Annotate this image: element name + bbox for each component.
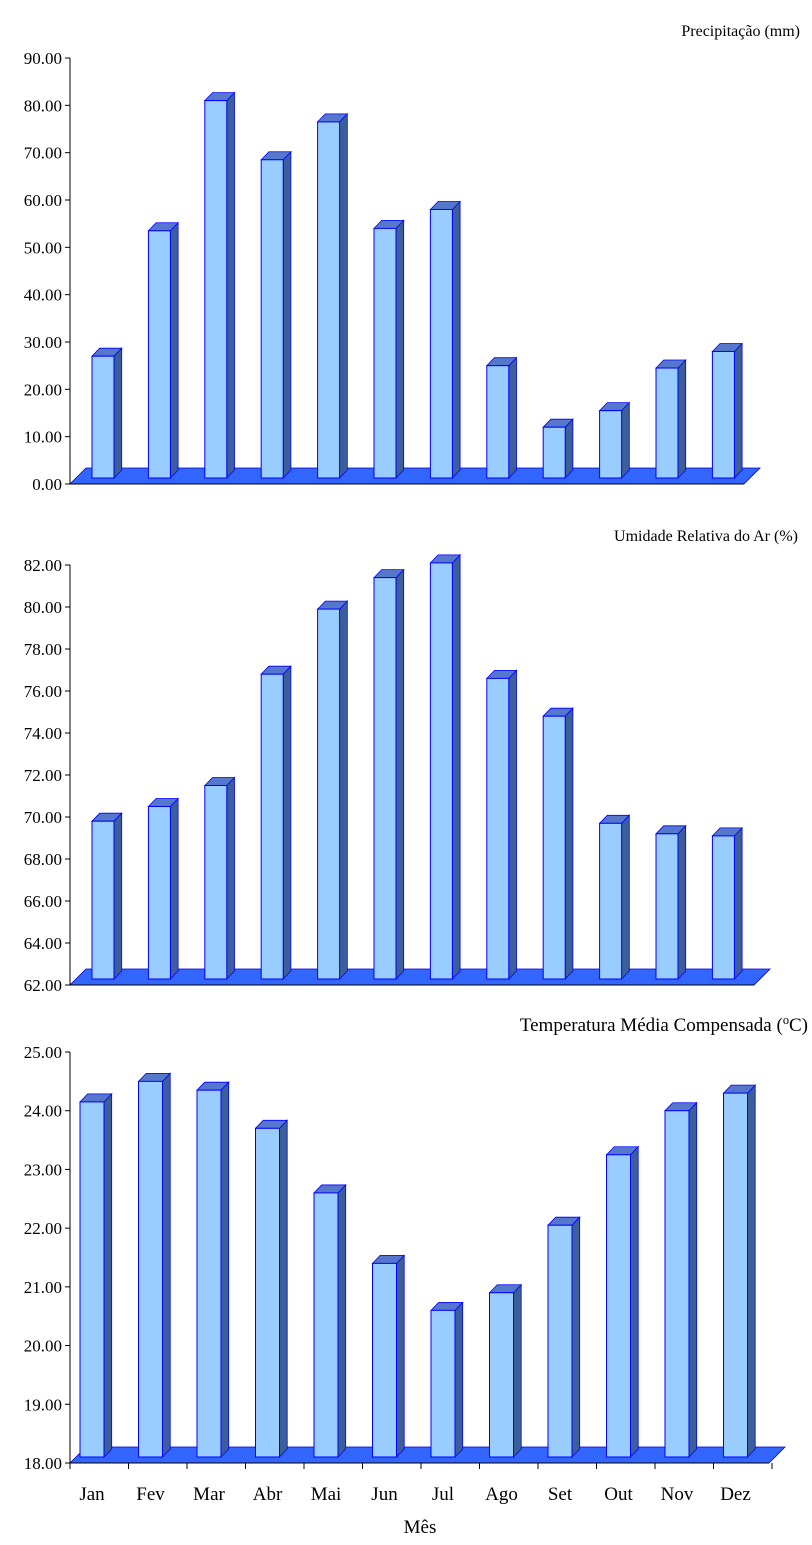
chart-title: Precipitação (mm) — [681, 23, 800, 40]
y-tick-label: 64.00 — [24, 934, 62, 953]
chart-panel-1: Precipitação (mm) 0.00 10.00 20.00 30.00 40.0… — [24, 23, 800, 494]
y-tick-label: 68.00 — [24, 850, 62, 869]
chart-title: Temperatura Média Compensada (oC) — [520, 1013, 808, 1036]
x-tick-label: Mar — [193, 1484, 225, 1505]
y-tick-label: 60.00 — [24, 191, 62, 210]
x-axis-label: Mês — [404, 1517, 437, 1538]
y-tick-label: 10.00 — [24, 428, 62, 447]
bar-jul — [429, 553, 462, 980]
y-tick-label: 25.00 — [24, 1043, 62, 1062]
y-tick-label: 80.00 — [24, 598, 62, 617]
bar-fev — [147, 797, 180, 980]
y-tick-label: 82.00 — [24, 556, 62, 575]
y-tick-label: 22.00 — [24, 1219, 62, 1238]
y-tick-label: 62.00 — [24, 976, 62, 995]
y-tick-label: 74.00 — [24, 724, 62, 743]
x-tick-label: Jun — [371, 1484, 398, 1505]
y-tick-label: 20.00 — [24, 1337, 62, 1356]
y-tick-label: 20.00 — [24, 380, 62, 399]
y-tick-label: 40.00 — [24, 286, 62, 305]
bar-abr — [260, 665, 292, 980]
bar-mai — [313, 1183, 347, 1458]
y-tick-label: 80.00 — [24, 96, 62, 115]
bar-nov — [655, 359, 687, 479]
bar-mar — [196, 1081, 230, 1458]
x-tick-label: Nov — [661, 1484, 694, 1505]
x-tick-label: Out — [604, 1484, 633, 1505]
y-tick-label: 76.00 — [24, 682, 62, 701]
bar-jan — [91, 347, 123, 479]
bar-mar — [203, 91, 236, 479]
bar-out — [605, 1145, 640, 1458]
bar-fev — [137, 1072, 172, 1458]
bar-dez — [711, 342, 744, 479]
bar-dez — [722, 1084, 757, 1458]
y-tick-label: 50.00 — [24, 238, 62, 257]
x-tick-label: Jul — [432, 1484, 454, 1505]
bar-abr — [254, 1119, 289, 1458]
bar-jun — [373, 219, 405, 479]
bar-jul — [429, 200, 462, 479]
y-tick-label: 90.00 — [24, 49, 62, 68]
bar-jun — [373, 568, 405, 980]
bar-ago — [485, 669, 518, 980]
x-tick-label: Ago — [485, 1484, 518, 1505]
y-tick-label: 70.00 — [24, 144, 62, 163]
bar-ago — [485, 356, 518, 479]
bar-fev — [147, 221, 180, 479]
bar-out — [598, 814, 631, 980]
chart-panel-2: Umidade Relativa do Ar (%) 62.00 64.00 66.0… — [24, 528, 798, 995]
bar-ago — [488, 1283, 523, 1458]
x-tick-label: Set — [548, 1484, 573, 1505]
y-tick-label: 19.00 — [24, 1395, 62, 1414]
bar-nov — [664, 1101, 698, 1458]
y-tick-label: 66.00 — [24, 892, 62, 911]
bar-jun — [371, 1254, 406, 1458]
y-tick-label: 18.00 — [24, 1454, 62, 1473]
y-tick-label: 24.00 — [24, 1102, 62, 1121]
y-tick-label: 78.00 — [24, 640, 62, 659]
bar-jan — [91, 812, 123, 980]
bar-set — [547, 1216, 581, 1458]
y-tick-label: 70.00 — [24, 808, 62, 827]
bar-mai — [316, 600, 349, 980]
x-tick-label: Fev — [136, 1484, 165, 1505]
bar-jan — [79, 1092, 113, 1458]
x-tick-label: Dez — [720, 1484, 751, 1505]
chart-panel-3: Temperatura Média Compensada (oC) 18.00 19… — [24, 1013, 808, 1538]
bar-jul — [430, 1301, 464, 1458]
bar-nov — [655, 824, 687, 980]
y-tick-label: 21.00 — [24, 1278, 62, 1297]
y-tick-label: 30.00 — [24, 333, 62, 352]
bar-set — [542, 707, 574, 980]
y-tick-label: 23.00 — [24, 1160, 62, 1179]
bar-set — [542, 418, 574, 479]
x-tick-label: Jan — [79, 1484, 105, 1505]
bar-out — [598, 401, 631, 479]
x-tick-label: Abr — [253, 1484, 283, 1505]
y-tick-label: 72.00 — [24, 766, 62, 785]
y-tick-label: 0.00 — [32, 475, 62, 494]
chart-title: Umidade Relativa do Ar (%) — [614, 528, 798, 545]
bar-mar — [203, 776, 236, 980]
bar-abr — [260, 150, 292, 479]
x-tick-label: Mai — [311, 1484, 342, 1505]
bar-mai — [316, 112, 349, 479]
bar-dez — [711, 826, 744, 980]
